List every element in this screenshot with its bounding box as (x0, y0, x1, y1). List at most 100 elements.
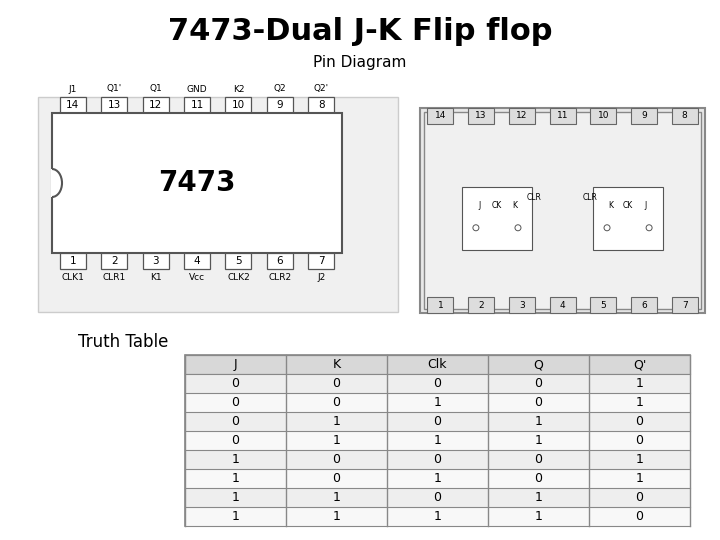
Text: K2: K2 (233, 84, 244, 93)
Bar (185, 374, 690, 393)
Bar (631, 108, 657, 124)
Text: Clk: Clk (428, 358, 447, 371)
Text: 14: 14 (66, 100, 79, 110)
Text: 0: 0 (333, 453, 341, 466)
Bar (590, 108, 616, 124)
Text: 8: 8 (318, 100, 325, 110)
Text: 0: 0 (232, 377, 240, 390)
Text: 1: 1 (534, 491, 542, 504)
Text: Truth Table: Truth Table (78, 333, 168, 351)
Bar (184, 253, 210, 269)
Text: J1: J1 (68, 84, 77, 93)
Bar (549, 297, 575, 313)
Text: 0: 0 (636, 415, 644, 428)
Text: 0: 0 (433, 377, 441, 390)
Text: Pin Diagram: Pin Diagram (313, 55, 407, 70)
Bar (52, 113, 342, 253)
Bar (185, 393, 690, 412)
Text: 9: 9 (276, 100, 283, 110)
Bar (631, 297, 657, 313)
Text: CK: CK (492, 201, 502, 210)
Text: CLR1: CLR1 (102, 273, 126, 282)
Text: 6: 6 (276, 256, 283, 266)
Text: J: J (478, 201, 480, 210)
Text: K: K (608, 201, 613, 210)
Text: 0: 0 (636, 491, 644, 504)
Bar (185, 355, 690, 526)
Text: 13: 13 (107, 100, 121, 110)
Bar (590, 297, 616, 313)
Text: 1: 1 (438, 300, 444, 309)
Bar (185, 507, 690, 526)
Text: 1: 1 (433, 434, 441, 447)
Text: 13: 13 (475, 111, 487, 120)
Text: CLK2: CLK2 (227, 273, 250, 282)
Text: J2: J2 (318, 273, 325, 282)
Bar (185, 431, 690, 450)
Text: 11: 11 (557, 111, 568, 120)
Text: 1: 1 (232, 453, 240, 466)
Text: 1: 1 (333, 434, 341, 447)
Text: CLR2: CLR2 (269, 273, 292, 282)
Bar (60, 253, 86, 269)
Bar (549, 108, 575, 124)
Text: 0: 0 (232, 415, 240, 428)
Bar (267, 253, 293, 269)
Text: 1: 1 (636, 472, 644, 485)
Text: K: K (512, 201, 517, 210)
Text: 1: 1 (534, 510, 542, 523)
Bar (185, 488, 690, 507)
Bar (51, 169, 63, 197)
Text: 0: 0 (433, 453, 441, 466)
Text: Q1: Q1 (149, 84, 162, 93)
Text: 1: 1 (232, 472, 240, 485)
Text: 1: 1 (232, 491, 240, 504)
Text: 0: 0 (333, 377, 341, 390)
Text: 5: 5 (235, 256, 242, 266)
Text: 1: 1 (333, 510, 341, 523)
Bar (185, 355, 690, 374)
Bar (462, 187, 532, 249)
Text: 0: 0 (232, 396, 240, 409)
Text: 0: 0 (534, 472, 542, 485)
Text: 3: 3 (519, 300, 525, 309)
Text: 1: 1 (333, 491, 341, 504)
Bar (225, 253, 251, 269)
Text: CK: CK (623, 201, 633, 210)
Text: 0: 0 (534, 453, 542, 466)
Text: 1: 1 (69, 256, 76, 266)
Bar (424, 112, 701, 309)
Bar (509, 108, 535, 124)
Bar (225, 97, 251, 113)
Bar (672, 108, 698, 124)
Bar (185, 412, 690, 431)
Text: 10: 10 (598, 111, 609, 120)
Bar (468, 297, 494, 313)
Text: 0: 0 (433, 491, 441, 504)
Text: 5: 5 (600, 300, 606, 309)
Text: 8: 8 (682, 111, 688, 120)
Text: CLR: CLR (527, 193, 542, 202)
Text: J: J (644, 201, 647, 210)
Text: 0: 0 (333, 472, 341, 485)
Text: 1: 1 (433, 510, 441, 523)
Text: 1: 1 (232, 510, 240, 523)
Text: 0: 0 (534, 377, 542, 390)
Text: 0: 0 (534, 396, 542, 409)
Text: 14: 14 (435, 111, 446, 120)
Text: 7: 7 (318, 256, 325, 266)
Text: K: K (333, 358, 341, 371)
Text: 11: 11 (190, 100, 204, 110)
Text: Q1': Q1' (107, 84, 122, 93)
Bar (143, 253, 168, 269)
Text: Vcc: Vcc (189, 273, 205, 282)
Text: GND: GND (186, 84, 207, 93)
Text: 10: 10 (232, 100, 245, 110)
Bar (593, 187, 663, 249)
Text: 7473: 7473 (158, 169, 235, 197)
Text: Q': Q' (633, 358, 646, 371)
Bar (308, 97, 334, 113)
Text: 12: 12 (516, 111, 528, 120)
Text: 2: 2 (478, 300, 484, 309)
Text: 0: 0 (333, 396, 341, 409)
